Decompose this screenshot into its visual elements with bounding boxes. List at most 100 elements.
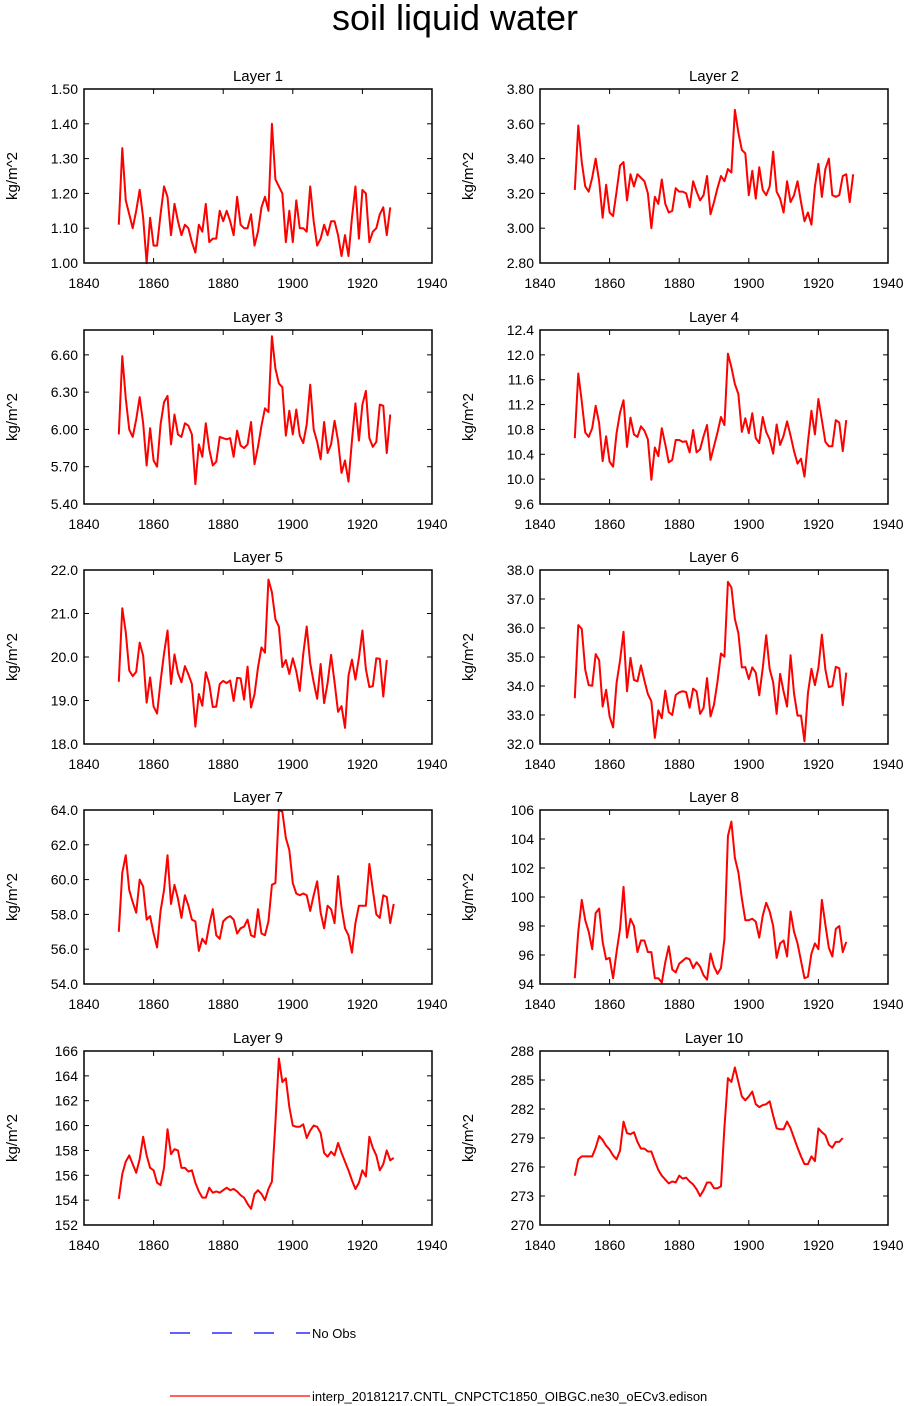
plot-frame	[83, 88, 433, 264]
x-tick-label: 1860	[138, 756, 169, 772]
series-line	[117, 122, 392, 264]
panel-title: Layer 6	[689, 549, 739, 566]
series-line	[573, 108, 855, 230]
y-tick-label: 156	[55, 1167, 79, 1183]
figure-title: soil liquid water	[332, 0, 578, 38]
y-tick-label: 104	[511, 831, 535, 847]
x-tick-label: 1840	[524, 1237, 555, 1253]
series-line	[573, 580, 848, 743]
x-tick-label: 1920	[803, 996, 834, 1012]
x-tick-label: 1940	[872, 996, 903, 1012]
y-tick-label: 1.30	[51, 151, 78, 167]
y-tick-label: 152	[55, 1217, 79, 1233]
x-tick-label: 1860	[138, 1237, 169, 1253]
series-line	[117, 335, 392, 486]
x-tick-label: 1860	[594, 1237, 625, 1253]
x-tick-label: 1920	[347, 516, 378, 532]
y-tick-label: 6.30	[51, 384, 78, 400]
y-tick-label: 1.20	[51, 185, 78, 201]
x-tick-label: 1920	[803, 1237, 834, 1253]
series-line	[573, 352, 848, 481]
y-axis-label: kg/m^2	[4, 873, 21, 921]
panel-title: Layer 1	[233, 68, 283, 85]
x-tick-label: 1940	[872, 1237, 903, 1253]
x-tick-label: 1860	[138, 996, 169, 1012]
series-line	[573, 820, 848, 984]
x-tick-label: 1860	[138, 275, 169, 291]
y-tick-label: 18.0	[51, 736, 78, 752]
y-tick-label: 158	[55, 1142, 79, 1158]
x-tick-label: 1940	[872, 516, 903, 532]
x-tick-label: 1840	[524, 756, 555, 772]
x-tick-label: 1900	[277, 516, 308, 532]
y-tick-label: 21.0	[51, 606, 78, 622]
x-tick-label: 1900	[277, 1237, 308, 1253]
panel-title: Layer 5	[233, 549, 283, 566]
chart-panel-2: Layer 2 2.80 3.00 3.20 3.40 3.60 3.80 1840 1860 1…	[460, 68, 904, 291]
x-tick-label: 1900	[733, 275, 764, 291]
y-tick-label: 270	[511, 1217, 535, 1233]
chart-panel-6: Layer 6 32.0 33.0 34.0 35.0 36.0 37.0 38.0 1840 1…	[460, 549, 904, 772]
x-tick-label: 1840	[524, 516, 555, 532]
y-tick-label: 160	[55, 1118, 79, 1134]
y-tick-label: 11.2	[508, 397, 534, 413]
x-tick-label: 1940	[416, 996, 447, 1012]
plot-frame	[83, 329, 433, 505]
x-tick-label: 1880	[208, 996, 239, 1012]
chart-panel-4: Layer 4 9.6 10.0 10.4 10.8 11.2 11.6 12.0 12.4 18…	[460, 309, 904, 532]
legend-model-label: interp_20181217.CNTL_CNPCTC1850_OIBGC.ne…	[312, 1389, 707, 1404]
chart-panel-7: Layer 7 54.0 56.0 58.0 60.0 62.0 64.0 1840 1860 1…	[4, 789, 448, 1012]
x-tick-label: 1900	[733, 756, 764, 772]
x-tick-label: 1880	[664, 996, 695, 1012]
x-tick-label: 1880	[208, 756, 239, 772]
y-tick-label: 5.70	[51, 459, 78, 475]
y-tick-label: 32.0	[507, 736, 534, 752]
y-tick-label: 56.0	[51, 941, 78, 957]
y-tick-label: 102	[511, 860, 535, 876]
y-tick-label: 20.0	[51, 649, 78, 665]
x-tick-label: 1940	[416, 756, 447, 772]
x-tick-label: 1940	[416, 516, 447, 532]
x-tick-label: 1940	[416, 1237, 447, 1253]
x-tick-label: 1840	[524, 996, 555, 1012]
y-axis-label: kg/m^2	[460, 1114, 477, 1162]
y-tick-label: 3.20	[507, 185, 534, 201]
y-tick-label: 9.6	[515, 496, 535, 512]
plot-frame	[539, 88, 889, 264]
y-tick-label: 288	[511, 1043, 535, 1059]
series-line	[117, 1057, 395, 1210]
x-tick-label: 1880	[664, 1237, 695, 1253]
y-tick-label: 36.0	[507, 620, 534, 636]
y-tick-label: 10.8	[507, 421, 534, 437]
y-tick-label: 6.60	[51, 347, 78, 363]
y-tick-label: 106	[511, 802, 535, 818]
y-tick-label: 3.60	[507, 116, 534, 132]
y-tick-label: 12.4	[507, 322, 534, 338]
x-tick-label: 1880	[208, 1237, 239, 1253]
y-axis-label: kg/m^2	[460, 633, 477, 681]
y-axis-label: kg/m^2	[4, 393, 21, 441]
y-tick-label: 3.00	[507, 220, 534, 236]
x-tick-label: 1940	[872, 275, 903, 291]
x-tick-label: 1880	[208, 516, 239, 532]
x-tick-label: 1860	[138, 516, 169, 532]
x-tick-label: 1900	[733, 996, 764, 1012]
y-tick-label: 2.80	[507, 255, 534, 271]
x-tick-label: 1880	[208, 275, 239, 291]
y-axis-label: kg/m^2	[460, 152, 477, 200]
x-tick-label: 1900	[733, 1237, 764, 1253]
chart-panel-5: Layer 5 18.0 19.0 20.0 21.0 22.0 1840 1860 1880 1…	[4, 549, 448, 772]
y-tick-label: 60.0	[51, 872, 78, 888]
y-tick-label: 282	[511, 1101, 535, 1117]
y-tick-label: 35.0	[507, 649, 534, 665]
x-tick-label: 1940	[872, 756, 903, 772]
chart-panel-1: Layer 1 1.00 1.10 1.20 1.30 1.40 1.50 1840 1860 1…	[4, 68, 448, 291]
y-axis-label: kg/m^2	[460, 393, 477, 441]
panels: Layer 1 1.00 1.10 1.20 1.30 1.40 1.50 1840 1860 1…	[4, 68, 904, 1253]
x-tick-label: 1880	[664, 516, 695, 532]
chart-panel-10: Layer 10 270 273 276 279 282 285 288 1840 1860 188…	[460, 1030, 904, 1253]
y-tick-label: 162	[55, 1093, 79, 1109]
y-tick-label: 10.0	[507, 471, 534, 487]
y-tick-label: 94	[518, 976, 534, 992]
